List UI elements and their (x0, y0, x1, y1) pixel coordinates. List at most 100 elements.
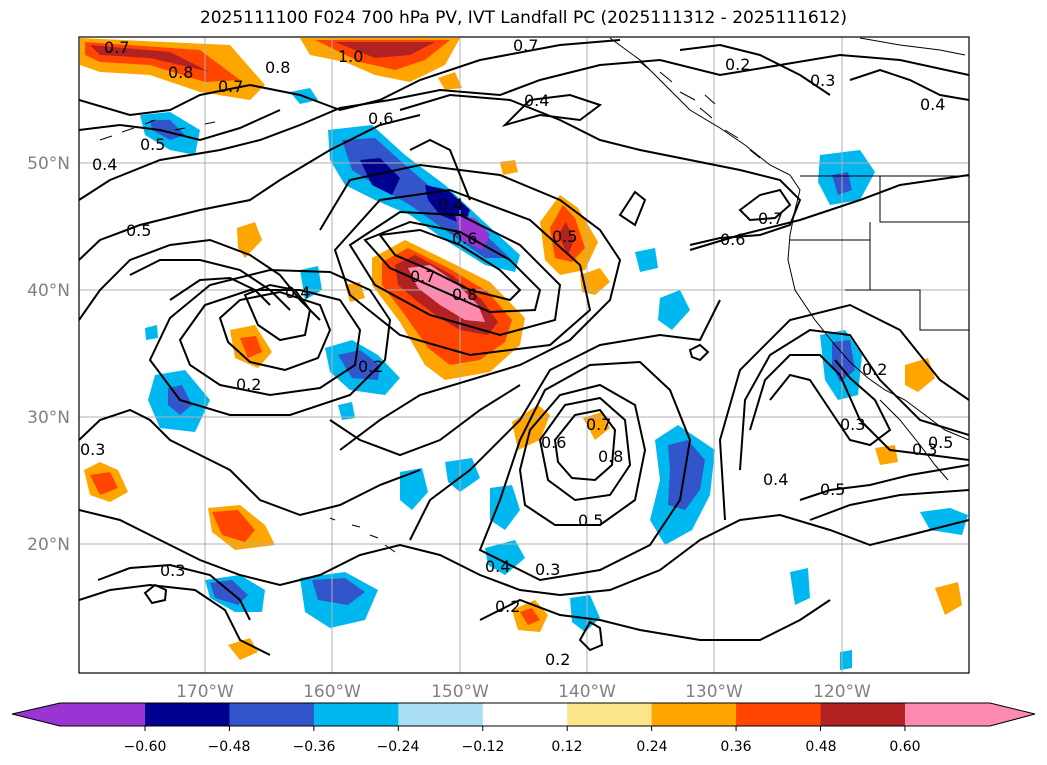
contour-label: 0.7 (758, 209, 783, 228)
contour-label: 0.2 (358, 357, 383, 376)
pv-positive-region (335, 42, 435, 58)
contour-label: 0.5 (552, 227, 577, 246)
contour-line (501, 93, 603, 128)
contour-line (319, 163, 622, 451)
contour-line (689, 174, 969, 251)
lon-label: 170°W (176, 682, 234, 702)
contour-label: 0.6 (541, 433, 566, 452)
lat-label: 30°N (27, 408, 70, 428)
contour-label: 0.7 (218, 77, 243, 96)
contour-line (348, 210, 562, 337)
colorbar-segment (229, 703, 315, 726)
contour-label: 0.3 (810, 71, 835, 90)
contour-line (79, 53, 969, 201)
contour-line (478, 360, 692, 582)
contour-label: 0.8 (265, 58, 290, 77)
latitude-labels: 50°N 40°N 30°N 20°N (27, 154, 70, 555)
contour-line (749, 354, 969, 461)
pv-positive-region (240, 336, 262, 358)
contour-line (849, 68, 969, 101)
map-title: 2025111100 F024 700 hPa PV, IVT Landfall… (199, 8, 847, 28)
pv-anomaly-shading (80, 38, 968, 670)
contour-label: 0.4 (485, 557, 510, 576)
coastlines (99, 37, 969, 553)
contour-label: 0.5 (126, 221, 151, 240)
colorbar-outline (11, 702, 1036, 727)
colorbar-tick-label: 0.36 (720, 739, 751, 755)
contour-label: 0.4 (920, 95, 945, 114)
contour-label: 0.4 (763, 470, 788, 489)
contour-line (79, 509, 969, 597)
us-state-borders (790, 176, 969, 331)
contour-label: 0.4 (438, 195, 463, 214)
lat-label: 40°N (27, 281, 70, 301)
pv-positive-region (500, 160, 518, 175)
pv-positive-region (90, 45, 210, 72)
colorbar-segment (398, 703, 484, 726)
contour-line (79, 109, 281, 142)
colorbar-segment (313, 703, 399, 726)
contour-line (178, 289, 362, 397)
colorbar-tick-label: −0.48 (208, 739, 251, 755)
colorbar-segment (12, 703, 145, 726)
contour-label: 0.3 (80, 440, 105, 459)
contour-line (479, 598, 831, 641)
contour-line (769, 359, 892, 447)
contour-label: 0.3 (535, 560, 560, 579)
pv-positive-region (583, 412, 610, 440)
contour-label: 0.6 (368, 109, 393, 128)
contour-label: 0.4 (92, 155, 117, 174)
pv-negative-region (668, 440, 705, 510)
pv-positive-region (935, 582, 962, 615)
lon-label: 130°W (685, 682, 743, 702)
contour-label: 0.8 (452, 285, 477, 304)
contour-line (718, 303, 969, 521)
contour-line (553, 408, 617, 482)
contour-labels: 0.7 1.0 0.7 0.2 0.3 0.4 0.8 0.7 0.8 0.4 … (80, 36, 953, 669)
pv-positive-region (90, 472, 118, 495)
pv-negative-region (490, 485, 520, 530)
colorbar-tick-label: 0.48 (805, 739, 836, 755)
contour-line (679, 43, 831, 96)
pv-negative-region (485, 540, 525, 575)
pv-positive-region (905, 358, 935, 392)
contour-label: 0.2 (545, 650, 570, 669)
contour-line (409, 138, 471, 201)
contour-label: 0.2 (725, 55, 750, 74)
contour-line (97, 563, 251, 621)
pv-positive-region (228, 638, 258, 660)
contour-line (618, 190, 647, 227)
pv-positive-region (237, 222, 262, 258)
alaska-coast (859, 37, 966, 56)
map-frame (78, 36, 970, 674)
contour-label: 0.2 (495, 597, 520, 616)
contour-line (243, 283, 312, 342)
contour-line (79, 114, 421, 261)
contour-label: 0.5 (140, 135, 165, 154)
pv-negative-region (920, 508, 968, 535)
pv-negative-region (145, 325, 158, 340)
pv-positive-region (558, 222, 574, 255)
contour-label: 0.3 (160, 561, 185, 580)
map-gridlines (79, 37, 969, 673)
coastal-islands (639, 61, 761, 159)
colorbar: −0.60 −0.48 −0.36 −0.24 −0.12 0.12 0.24 … (11, 702, 1036, 755)
colorbar-segment (482, 703, 568, 726)
pv-positive-region (520, 608, 540, 625)
contour-label: 0.4 (524, 91, 549, 110)
pv-negative-region (312, 578, 365, 605)
colorbar-segment (820, 703, 906, 726)
contour-line (148, 268, 392, 416)
contour-line (739, 328, 969, 471)
pv-positive-region (438, 72, 462, 90)
lat-label: 50°N (27, 154, 70, 174)
contour-line (409, 299, 721, 541)
contour-label: 0.5 (820, 480, 845, 499)
contour-label: 0.6 (720, 230, 745, 249)
pv-negative-region (635, 248, 658, 272)
contour-line (79, 39, 621, 117)
colorbar-segment (651, 703, 737, 726)
contour-line (218, 290, 332, 372)
pv-negative-region (455, 215, 490, 250)
contour-label: 0.6 (452, 229, 477, 248)
